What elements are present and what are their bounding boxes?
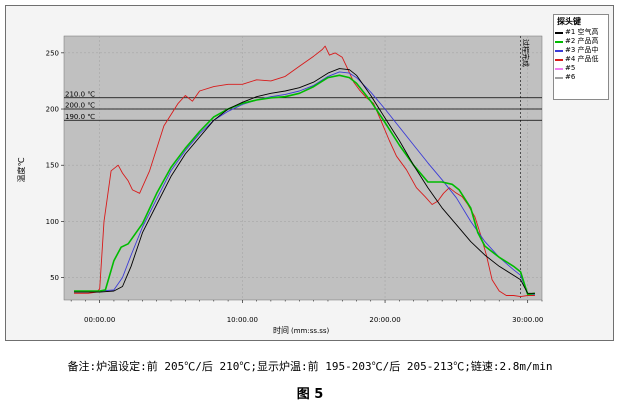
legend-swatch xyxy=(555,41,563,43)
legend-item-label: #3 产品中 xyxy=(565,46,599,54)
legend-item: #3 产品中 xyxy=(554,46,608,55)
figure-label: 图 5 xyxy=(296,387,324,402)
legend-swatch xyxy=(555,59,563,61)
x-tick-label: 30:00.00 xyxy=(512,316,543,324)
y-tick-label: 50 xyxy=(50,274,59,282)
x-tick-label: 00:00.00 xyxy=(84,316,115,324)
series-line xyxy=(74,68,535,294)
legend-swatch xyxy=(555,77,563,79)
caption-note: 备注:炉温设定:前 205℃/后 210℃;显示炉温:前 195-203℃/后 … xyxy=(67,360,553,373)
legend-item-label: #6 xyxy=(565,73,576,81)
plot-area xyxy=(63,35,543,301)
legend-item-label: #1 空气高 xyxy=(565,28,599,36)
legend-swatch xyxy=(555,32,563,34)
legend-item: #6 xyxy=(554,73,608,82)
series-lines xyxy=(74,45,536,298)
series-line xyxy=(74,71,535,295)
y-axis-title: 温度℃ xyxy=(16,157,26,182)
chart: 210.0 ℃ 200.0 ℃ 190.0 ℃ 过程完成 50 100 150 200 25… xyxy=(16,35,544,335)
legend-item: #4 产品低 xyxy=(554,55,608,64)
legend-item: #2 产品高 xyxy=(554,37,608,46)
legend-swatch xyxy=(555,50,563,52)
legend-item-label: #4 产品低 xyxy=(565,55,599,63)
reference-line-label: 210.0 ℃ xyxy=(65,90,95,98)
process-marker: 过程完成 xyxy=(520,36,531,300)
grid-lines xyxy=(61,36,543,303)
reference-line-label: 190.0 ℃ xyxy=(65,113,95,121)
tick-labels: 50 100 150 200 250 00:00.00 10:00.00 20:00.00 30… xyxy=(46,49,544,324)
y-tick-label: 200 xyxy=(46,106,59,114)
reference-lines: 210.0 ℃ 200.0 ℃ 190.0 ℃ xyxy=(64,90,542,121)
reference-line-label: 200.0 ℃ xyxy=(65,102,95,110)
y-tick-label: 250 xyxy=(46,49,59,57)
legend-title: 探头键 xyxy=(557,17,581,26)
legend-item: #5 xyxy=(554,64,608,73)
legend: 探头键 #1 空气高 #2 产品高 #3 产品中 #4 产品低 #5 #6 xyxy=(553,14,609,100)
x-tick-label: 20:00.00 xyxy=(369,316,400,324)
x-axis-unit: (mm:ss.ss) xyxy=(291,327,330,335)
legend-item-label: #2 产品高 xyxy=(565,37,599,45)
legend-item-label: #5 xyxy=(565,64,576,72)
series-line xyxy=(74,74,536,296)
x-axis-title: 时间 xyxy=(273,325,289,335)
y-tick-label: 150 xyxy=(46,162,59,170)
process-marker-label: 过程完成 xyxy=(522,39,531,67)
legend-item: #1 空气高 xyxy=(554,28,608,37)
legend-swatch xyxy=(555,68,563,70)
y-tick-label: 100 xyxy=(46,218,59,226)
x-tick-label: 10:00.00 xyxy=(227,316,258,324)
